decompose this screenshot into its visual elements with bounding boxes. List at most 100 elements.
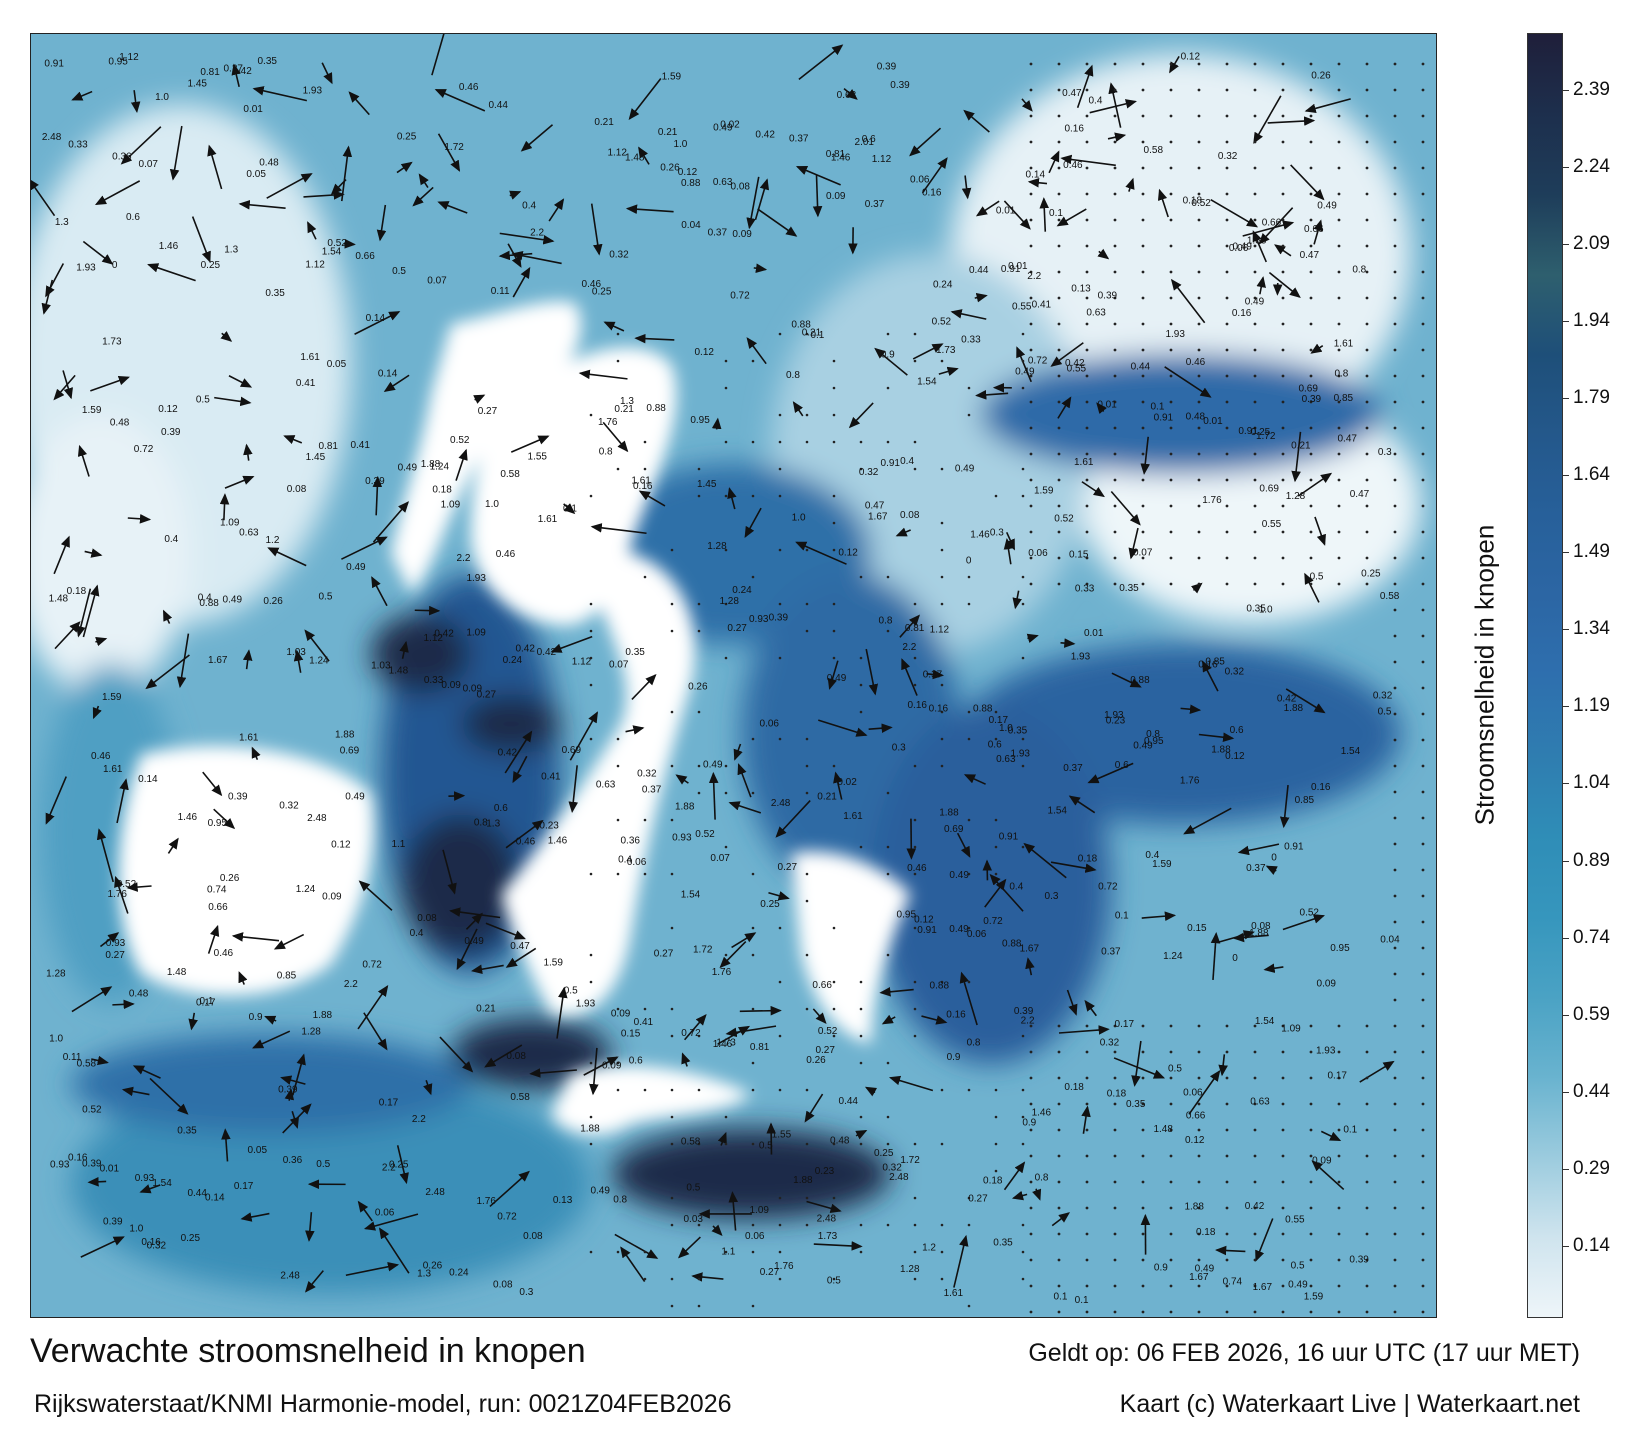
grid-dot — [940, 1250, 944, 1254]
colorbar-tick-mark — [1563, 1246, 1569, 1248]
current-arrow — [357, 985, 389, 1030]
grid-dot — [1365, 1024, 1369, 1028]
grid-dot — [1365, 1128, 1369, 1132]
current-arrow — [485, 922, 526, 940]
current-arrow — [304, 629, 330, 662]
grid-dot — [751, 791, 755, 795]
map-canvas: 0.110.250.520.950.390.211.450.420.391.67… — [31, 34, 1436, 1317]
grid-dot — [670, 1304, 674, 1308]
speed-value-label: 0.63 — [837, 90, 857, 101]
grid-dot — [724, 656, 728, 660]
grid-dot — [859, 656, 863, 660]
grid-dot — [1365, 62, 1369, 66]
speed-value-label: 0.41 — [350, 440, 370, 451]
speed-value-label: 0.93 — [106, 938, 126, 949]
speed-value-label: 0.02 — [720, 120, 740, 131]
speed-value-label: 0.21 — [658, 127, 678, 138]
grid-dot — [589, 683, 593, 687]
current-arrow — [1164, 366, 1212, 398]
grid-dot — [724, 764, 728, 768]
grid-dot — [1253, 530, 1257, 534]
grid-dot — [859, 440, 863, 444]
grid-dot — [1253, 166, 1257, 170]
speed-value-label: 1.76 — [1202, 495, 1222, 506]
grid-dot — [886, 791, 890, 795]
grid-dot — [1253, 1128, 1257, 1132]
grid-dot — [697, 710, 701, 714]
current-arrow — [77, 444, 90, 477]
grid-dot — [1225, 114, 1229, 118]
grid-dot — [1021, 1277, 1025, 1281]
speed-value-label: 0.66 — [355, 251, 375, 262]
grid-dot — [1393, 1076, 1397, 1080]
speed-value-label: 0.26 — [423, 1260, 443, 1271]
grid-dot — [805, 1088, 809, 1092]
speed-value-label: 0.39 — [890, 80, 910, 91]
grid-dot — [1393, 1128, 1397, 1132]
grid-dot — [643, 440, 647, 444]
grid-dot — [778, 548, 782, 552]
grid-dot — [670, 1196, 674, 1200]
current-arrow — [1359, 1060, 1395, 1083]
colorbar-tick-label: 1.64 — [1573, 464, 1610, 486]
grid-dot — [1085, 1206, 1089, 1210]
grid-dot — [1141, 478, 1145, 482]
grid-dot — [1169, 1232, 1173, 1236]
speed-value-label: 1.0 — [49, 1033, 63, 1044]
grid-dot — [1393, 1258, 1397, 1262]
grid-dot — [1393, 946, 1397, 950]
grid-dot — [940, 683, 944, 687]
grid-dot — [697, 1304, 701, 1308]
grid-dot — [1393, 426, 1397, 430]
speed-value-label: 0.72 — [681, 1028, 701, 1039]
current-arrow — [1297, 472, 1333, 497]
grid-dot — [886, 845, 890, 849]
grid-dot — [1057, 62, 1061, 66]
grid-dot — [1169, 1310, 1173, 1314]
speed-value-label: 0.16 — [68, 1152, 88, 1163]
grid-dot — [643, 818, 647, 822]
grid-dot — [1057, 1050, 1061, 1054]
speed-value-label: 0.93 — [50, 1160, 70, 1171]
speed-value-label: 0.52 — [818, 1026, 838, 1037]
speed-value-label: 1.12 — [119, 52, 139, 63]
grid-dot — [1141, 1050, 1145, 1054]
speed-value-label: 1.12 — [424, 633, 444, 644]
grid-dot — [1421, 1024, 1425, 1028]
speed-value-label: 0.15 — [1187, 923, 1207, 934]
grid-dot — [778, 656, 782, 660]
speed-value-label: 0.16 — [929, 703, 949, 714]
speed-value-label: 0.18 — [1064, 1082, 1084, 1093]
grid-dot — [697, 494, 701, 498]
grid-dot — [1057, 1206, 1061, 1210]
speed-value-label: 0.8 — [1334, 369, 1348, 380]
speed-value-label: 1.54 — [152, 1178, 172, 1189]
grid-dot — [1029, 374, 1033, 378]
grid-dot — [1085, 1076, 1089, 1080]
speed-value-label: 0.81 — [750, 1042, 770, 1053]
speed-value-label: 0.33 — [961, 334, 981, 345]
speed-value-label: 0.5 — [759, 1141, 773, 1152]
current-arrow — [341, 536, 388, 560]
grid-dot — [1393, 894, 1397, 898]
speed-value-label: 0.32 — [147, 1241, 167, 1252]
grid-dot — [1337, 1154, 1341, 1158]
grid-dot — [1309, 556, 1313, 560]
speed-value-label: 0.88 — [791, 320, 811, 331]
grid-dot — [859, 1142, 863, 1146]
grid-dot — [697, 1223, 701, 1227]
speed-value-label: 0.44 — [488, 100, 508, 111]
grid-dot — [1169, 348, 1173, 352]
grid-dot — [859, 1007, 863, 1011]
current-arrow — [484, 1044, 523, 1068]
grid-dot — [643, 1007, 647, 1011]
speed-value-label: 0.3 — [1378, 447, 1392, 458]
current-arrow — [228, 375, 253, 388]
speed-value-label: 0.06 — [627, 857, 647, 868]
grid-dot — [913, 1034, 917, 1038]
grid-dot — [1421, 452, 1425, 456]
grid-dot — [1365, 114, 1369, 118]
speed-value-label: 0.39 — [1302, 394, 1322, 405]
grid-dot — [670, 818, 674, 822]
current-arrow — [1076, 64, 1094, 108]
